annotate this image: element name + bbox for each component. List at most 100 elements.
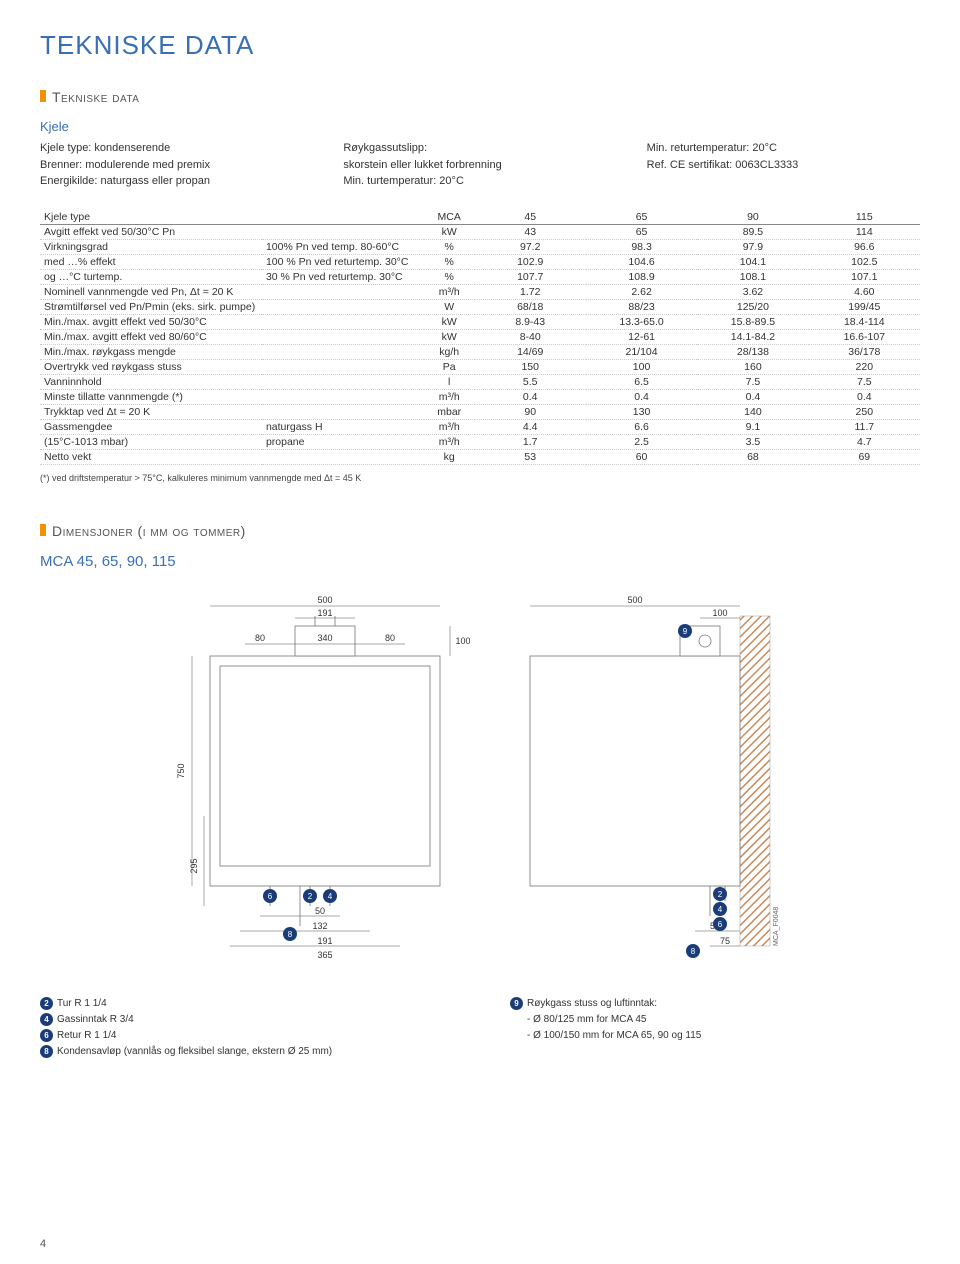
- table-cell: 100 % Pn ved returtemp. 30°C: [262, 254, 424, 269]
- table-row: Min./max. avgitt effekt ved 50/30°CkW8.9…: [40, 314, 920, 329]
- table-cell: m³/h: [424, 389, 475, 404]
- table-cell: [262, 344, 424, 359]
- intro-text: Ref. CE sertifikat: 0063CL3333: [647, 157, 920, 174]
- table-cell: og …°C turtemp.: [40, 269, 262, 284]
- table-cell: 0.4: [809, 389, 920, 404]
- page-number: 4: [40, 1238, 46, 1250]
- table-cell: 150: [475, 359, 586, 374]
- intro-text: Brenner: modulerende med premix: [40, 157, 313, 174]
- svg-text:750: 750: [176, 763, 186, 778]
- table-cell: MCA: [424, 210, 475, 225]
- table-cell: 1.7: [475, 434, 586, 449]
- table-cell: 102.9: [475, 254, 586, 269]
- table-cell: 60: [586, 449, 697, 464]
- table-cell: 53: [475, 449, 586, 464]
- table-cell: 140: [697, 404, 808, 419]
- svg-text:191: 191: [317, 936, 332, 946]
- table-cell: 88/23: [586, 299, 697, 314]
- table-cell: [262, 224, 424, 239]
- table-row: Netto vektkg53606869: [40, 449, 920, 464]
- table-cell: [262, 404, 424, 419]
- table-cell: Minste tillatte vannmengde (*): [40, 389, 262, 404]
- table-row: Minste tillatte vannmengde (*)m³/h0.40.4…: [40, 389, 920, 404]
- diagram-side-view: 500 100 50 75 9 2 4 6 8 MCA_F0048: [510, 586, 790, 966]
- table-cell: 97.9: [697, 239, 808, 254]
- section-heading-dimensjoner: Dimensjoner (i mm og tommer): [40, 523, 920, 539]
- table-cell: 107.1: [809, 269, 920, 284]
- table-cell: 108.9: [586, 269, 697, 284]
- table-cell: 9.1: [697, 419, 808, 434]
- legend-subitem: - Ø 100/150 mm for MCA 65, 90 og 115: [510, 1028, 920, 1044]
- table-cell: 1.72: [475, 284, 586, 299]
- table-cell: 4.4: [475, 419, 586, 434]
- table-cell: 7.5: [697, 374, 808, 389]
- table-cell: 90: [475, 404, 586, 419]
- table-row: Trykktap ved Δt = 20 Kmbar90130140250: [40, 404, 920, 419]
- table-row: Nominell vannmengde ved Pn, Δt = 20 Km³/…: [40, 284, 920, 299]
- table-cell: 14.1-84.2: [697, 329, 808, 344]
- table-cell: 8.9-43: [475, 314, 586, 329]
- table-cell: 12-61: [586, 329, 697, 344]
- legend-item: 4Gassinntak R 3/4: [40, 1012, 450, 1028]
- table-cell: 90: [697, 210, 808, 225]
- intro-text: Kjele type: kondenserende: [40, 140, 313, 157]
- svg-text:4: 4: [718, 905, 723, 914]
- table-header-row: Kjele type MCA 45 65 90 115: [40, 210, 920, 225]
- table-footnote: (*) ved driftstemperatur > 75°C, kalkule…: [40, 473, 920, 483]
- legend-item: 8Kondensavløp (vannlås og fleksibel slan…: [40, 1044, 450, 1060]
- table-cell: 45: [475, 210, 586, 225]
- table-cell: Vanninnhold: [40, 374, 262, 389]
- table-cell: naturgass H: [262, 419, 424, 434]
- table-cell: Pa: [424, 359, 475, 374]
- table-cell: [262, 389, 424, 404]
- svg-text:500: 500: [627, 595, 642, 605]
- table-cell: Gassmengdee: [40, 419, 262, 434]
- svg-text:50: 50: [315, 906, 325, 916]
- table-cell: 104.6: [586, 254, 697, 269]
- table-cell: l: [424, 374, 475, 389]
- intro-text: Røykgassutslipp:: [343, 140, 616, 157]
- legend-col-right: 9Røykgass stuss og luftinntak: - Ø 80/12…: [510, 996, 920, 1060]
- table-cell: med …% effekt: [40, 254, 262, 269]
- table-cell: 115: [809, 210, 920, 225]
- table-row: (15°C-1013 mbar)propanem³/h1.72.53.54.7: [40, 434, 920, 449]
- callout-9-icon: 9: [510, 997, 523, 1010]
- table-cell: [262, 329, 424, 344]
- table-cell: Strømtilførsel ved Pn/Pmin (eks. sirk. p…: [40, 299, 262, 314]
- spec-table: Kjele type MCA 45 65 90 115 Avgitt effek…: [40, 210, 920, 465]
- table-cell: kW: [424, 224, 475, 239]
- table-row: Strømtilførsel ved Pn/Pmin (eks. sirk. p…: [40, 299, 920, 314]
- legend-subitem: - Ø 80/125 mm for MCA 45: [510, 1012, 920, 1028]
- orange-marker-icon: [40, 90, 46, 102]
- legend-item: 2Tur R 1 1/4: [40, 996, 450, 1012]
- svg-text:2: 2: [308, 892, 313, 901]
- table-cell: 7.5: [809, 374, 920, 389]
- table-cell: 68/18: [475, 299, 586, 314]
- table-cell: kW: [424, 329, 475, 344]
- legend-item: 6Retur R 1 1/4: [40, 1028, 450, 1044]
- table-cell: 220: [809, 359, 920, 374]
- table-cell: [262, 359, 424, 374]
- table-cell: 89.5: [697, 224, 808, 239]
- table-cell: [262, 449, 424, 464]
- table-cell: 18.4-114: [809, 314, 920, 329]
- table-cell: 98.3: [586, 239, 697, 254]
- table-row: Gassmengdeenaturgass Hm³/h4.46.69.111.7: [40, 419, 920, 434]
- svg-text:MCA_F0048: MCA_F0048: [773, 906, 780, 945]
- table-cell: 65: [586, 224, 697, 239]
- table-row: med …% effekt100 % Pn ved returtemp. 30°…: [40, 254, 920, 269]
- table-cell: 14/69: [475, 344, 586, 359]
- table-cell: (15°C-1013 mbar): [40, 434, 262, 449]
- table-cell: [262, 314, 424, 329]
- diagram-front-view: 500 191 100 80 340 80 750 295 50 132 191…: [170, 586, 470, 966]
- table-cell: 96.6: [809, 239, 920, 254]
- svg-text:80: 80: [255, 633, 265, 643]
- table-row: Virkningsgrad100% Pn ved temp. 80-60°C%9…: [40, 239, 920, 254]
- table-cell: 6.5: [586, 374, 697, 389]
- section-heading-tekniske: Tekniske data: [40, 89, 920, 105]
- table-cell: %: [424, 254, 475, 269]
- table-cell: 108.1: [697, 269, 808, 284]
- svg-text:75: 75: [720, 936, 730, 946]
- table-cell: 114: [809, 224, 920, 239]
- table-row: og …°C turtemp.30 % Pn ved returtemp. 30…: [40, 269, 920, 284]
